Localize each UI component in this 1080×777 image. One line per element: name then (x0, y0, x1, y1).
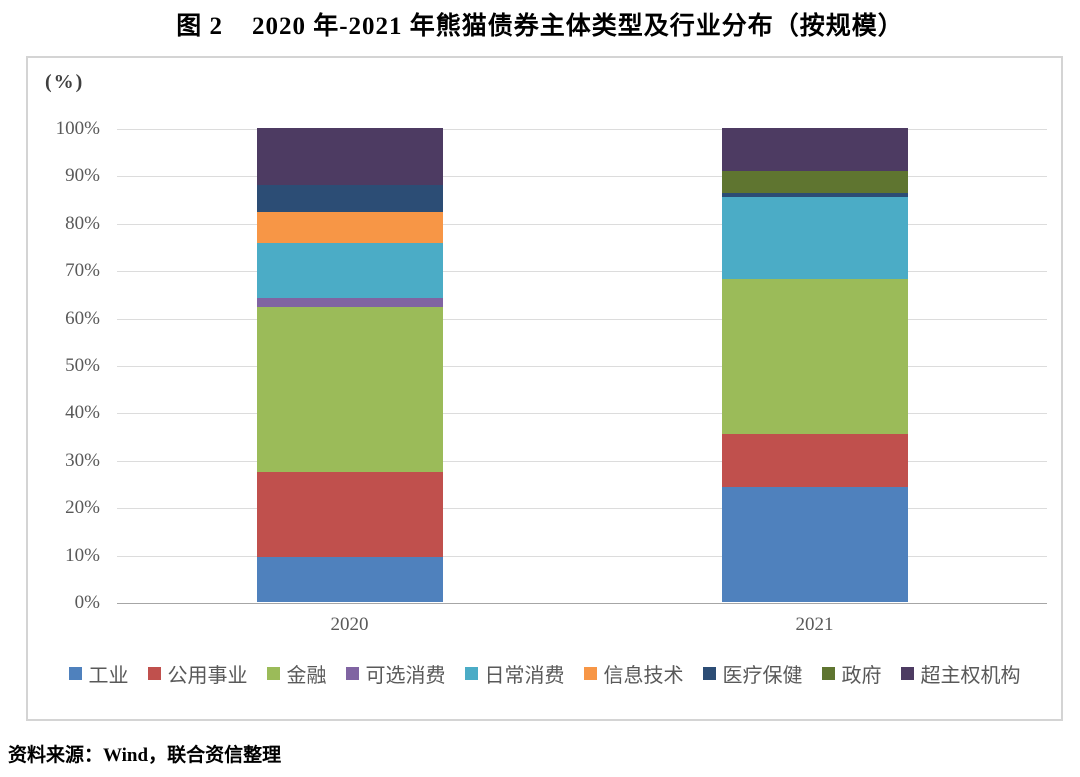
legend-item-信息技术: 信息技术 (583, 659, 684, 688)
bar-segment-2020-可选消费 (256, 298, 443, 308)
y-tick-label-70%: 70% (65, 260, 100, 282)
legend-item-工业: 工业 (68, 659, 129, 688)
y-tick-label-0%: 0% (74, 592, 100, 613)
bar-segment-2021-日常消费 (721, 196, 908, 280)
bar-segment-2021-政府 (721, 171, 908, 193)
legend-item-超主权机构: 超主权机构 (900, 659, 1021, 688)
legend-item-政府: 政府 (821, 659, 882, 688)
gridline-60% (117, 318, 1047, 320)
y-tick-label-60%: 60% (65, 307, 100, 329)
chart-title: 图 2 2020 年-2021 年熊猫债券主体类型及行业分布（按规模） (176, 13, 904, 40)
legend-swatch-icon (702, 667, 716, 680)
gridline-80% (117, 223, 1047, 225)
gridline-40% (117, 413, 1047, 415)
y-tick-label-100%: 100% (55, 118, 100, 139)
x-axis-label-2021: 2021 (795, 614, 834, 635)
legend-swatch-icon (583, 667, 597, 680)
gridline-90% (117, 176, 1047, 178)
bar-segment-2020-信息技术 (256, 211, 443, 244)
legend-swatch-icon (345, 667, 359, 680)
y-axis-unit-label: (%) (45, 71, 85, 93)
bar-segment-2021-工业 (721, 486, 908, 602)
legend-label: 超主权机构 (920, 665, 1021, 687)
bar-segment-2021-金融 (721, 279, 908, 434)
legend: 工业 公用事业 金融 可选消费 日常消费 信息技术 医疗保健 政府 超主权机构 (28, 659, 1061, 688)
bar-segment-2021-公用事业 (721, 433, 908, 487)
legend-item-可选消费: 可选消费 (345, 659, 446, 688)
y-tick-label-30%: 30% (65, 449, 100, 471)
legend-label: 公用事业 (167, 665, 248, 687)
legend-label: 信息技术 (603, 665, 684, 687)
stacked-bar-2020 (256, 128, 443, 602)
bar-segment-2020-医疗保健 (256, 184, 443, 212)
legend-item-公用事业: 公用事业 (147, 659, 248, 688)
y-tick-label-20%: 20% (65, 497, 100, 519)
y-tick-label-40%: 40% (65, 402, 100, 424)
bar-segment-2021-超主权机构 (721, 128, 908, 172)
source-note: 资料来源：Wind，联合资信整理 (8, 745, 282, 766)
y-tick-label-50%: 50% (65, 355, 100, 376)
gridline-10% (117, 555, 1047, 557)
legend-label: 政府 (841, 665, 882, 687)
gridline-20% (117, 508, 1047, 510)
legend-label: 可选消费 (365, 665, 446, 687)
y-tick-label-80%: 80% (65, 212, 100, 234)
bar-segment-2020-公用事业 (256, 471, 443, 558)
gridline-50% (117, 366, 1047, 367)
legend-swatch-icon (68, 667, 82, 680)
stacked-bar-2021 (721, 128, 908, 602)
legend-label: 金融 (286, 665, 327, 687)
gridline-0% (117, 603, 1047, 604)
y-tick-label-10%: 10% (65, 544, 100, 566)
gridline-70% (117, 271, 1047, 273)
legend-swatch-icon (147, 667, 161, 680)
bar-segment-2020-工业 (256, 557, 443, 602)
y-tick-label-90%: 90% (65, 165, 100, 187)
bar-segment-2020-日常消费 (256, 243, 443, 299)
x-axis-label-2020: 2020 (330, 614, 369, 635)
legend-swatch-icon (464, 667, 478, 680)
legend-label: 医疗保健 (722, 665, 803, 687)
gridline-30% (117, 460, 1047, 462)
gridline-100% (117, 129, 1047, 130)
legend-swatch-icon (821, 667, 835, 680)
bar-segment-2020-超主权机构 (256, 128, 443, 185)
legend-item-日常消费: 日常消费 (464, 659, 565, 688)
chart-frame: (%) 0% 10% 20% 30% 40% 50% 60% 70% 80% 90% 100% 20… (26, 56, 1063, 721)
legend-item-金融: 金融 (266, 659, 327, 688)
legend-label: 工业 (88, 665, 129, 687)
bar-segment-2020-金融 (256, 307, 443, 472)
legend-item-医疗保健: 医疗保健 (702, 659, 803, 688)
legend-swatch-icon (900, 667, 914, 680)
legend-swatch-icon (266, 667, 280, 680)
bar-segment-2021-医疗保健 (721, 192, 908, 197)
plot-area (117, 128, 1047, 604)
legend-label: 日常消费 (484, 665, 565, 687)
